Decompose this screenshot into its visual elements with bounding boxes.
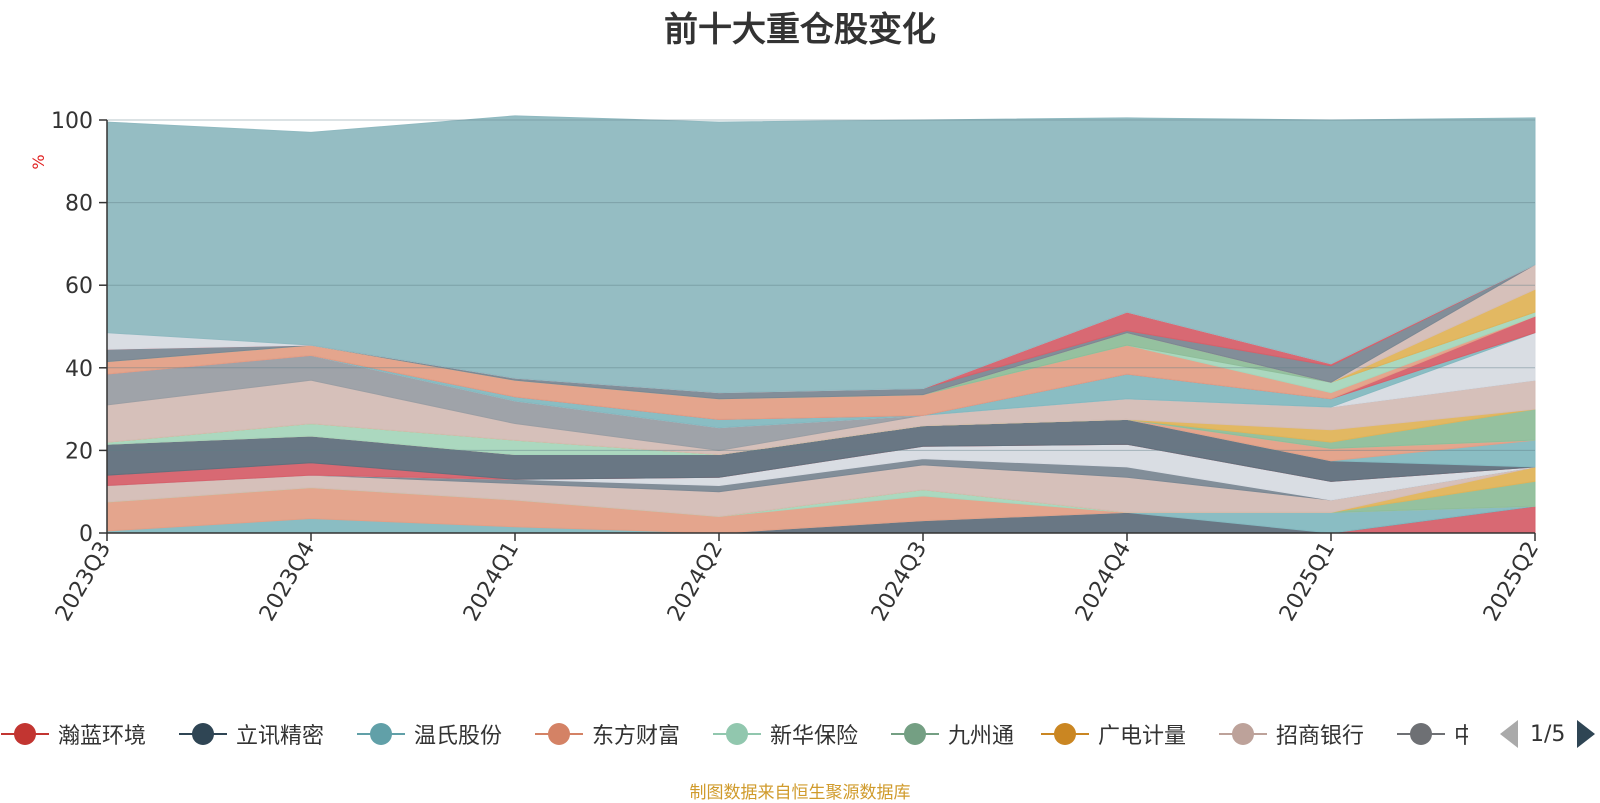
legend-item-6[interactable]: 广电计量 (1040, 716, 1186, 752)
x-tick-label-4: 2024Q3 (867, 538, 932, 626)
legend-item-5[interactable]: 九州通 (890, 716, 1014, 752)
y-tick-label-3: 60 (65, 274, 93, 299)
x-tick-label-5: 2024Q4 (1071, 538, 1136, 626)
legend-marker-icon (1041, 723, 1089, 745)
area-series-30 (106, 115, 1536, 394)
grid-lines (107, 119, 1535, 451)
legend-marker-icon (1219, 723, 1267, 745)
legend-item-3[interactable]: 东方财富 (534, 716, 680, 752)
legend: 瀚蓝环境 立讯精密 温氏股份 东方财富 新华保险 九州通 广电计量 招商银行 中国平安 (0, 716, 1600, 752)
legend-marker-icon (1397, 723, 1445, 745)
y-tick-label-4: 80 (65, 192, 93, 217)
y-tick-label-2: 40 (65, 357, 93, 382)
x-tick-label-2: 2024Q1 (459, 538, 524, 626)
x-tick-label-3: 2024Q2 (663, 538, 728, 626)
legend-item-label: 瀚蓝环境 (58, 724, 147, 749)
stacked-area-chart: 0 20 40 60 80 100 2023Q3 2023Q4 2024Q1 2024Q2 2024… (29, 109, 1544, 626)
chart-title: 前十大重仓股变化 (664, 10, 936, 50)
legend-item-2[interactable]: 温氏股份 (356, 716, 502, 752)
legend-items: 瀚蓝环境 立讯精密 温氏股份 东方财富 新华保险 九州通 广电计量 招商银行 中国平安 (0, 716, 1468, 752)
legend-marker-icon (179, 723, 227, 745)
legend-item-label: 广电计量 (1098, 724, 1187, 749)
legend-prev-page-icon[interactable] (1500, 720, 1518, 748)
legend-marker-icon (535, 723, 583, 745)
x-tick-label-6: 2025Q1 (1275, 538, 1340, 626)
legend-item-label: 立讯精密 (236, 724, 325, 749)
x-tick-label-7: 2025Q2 (1479, 538, 1544, 626)
legend-item-4[interactable]: 新华保险 (712, 716, 858, 752)
legend-page-indicator: 1/5 (1530, 721, 1566, 747)
legend-item-7[interactable]: 招商银行 (1218, 716, 1364, 752)
legend-item-label: 招商银行 (1276, 724, 1365, 749)
legend-pager: 1/5 (1500, 716, 1596, 752)
source-note: 制图数据来自恒生聚源数据库 (689, 783, 911, 803)
legend-marker-icon (713, 723, 761, 745)
y-axis-unit-label: % (29, 154, 48, 169)
legend-item-label: 九州通 (948, 724, 1015, 749)
legend-next-page-icon[interactable] (1577, 720, 1596, 748)
legend-marker-icon (357, 723, 405, 745)
legend-item-label: 新华保险 (770, 724, 859, 749)
y-tick-label-1: 20 (65, 439, 93, 464)
legend-item-0[interactable]: 瀚蓝环境 (0, 716, 146, 752)
legend-item-1[interactable]: 立讯精密 (178, 716, 324, 752)
x-tick-label-0: 2023Q3 (51, 538, 116, 626)
y-tick-label-0: 0 (79, 522, 93, 547)
legend-marker-icon (1, 723, 49, 745)
legend-item-8[interactable]: 中国平安 (1396, 716, 1468, 752)
area-layers (106, 115, 1536, 534)
legend-item-label: 温氏股份 (414, 724, 503, 749)
legend-item-label: 中国平安 (1454, 724, 1468, 749)
y-tick-label-5: 100 (51, 109, 93, 134)
legend-marker-icon (891, 723, 939, 745)
x-tick-label-1: 2023Q4 (255, 538, 320, 626)
legend-item-label: 东方财富 (592, 724, 681, 749)
